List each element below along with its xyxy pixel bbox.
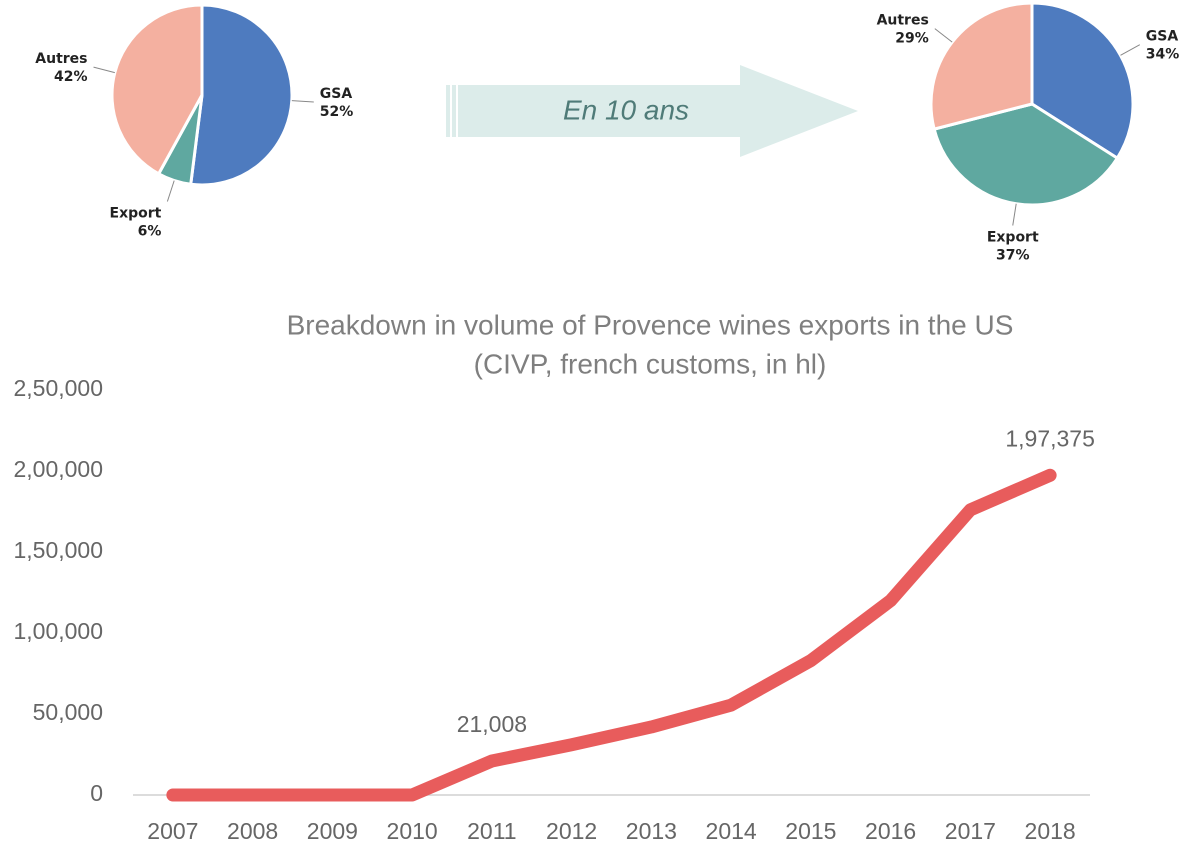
pie-value-label: 37% [996, 247, 1030, 263]
pie-label: GSA [1146, 29, 1179, 45]
pie-slice [110, 3, 204, 176]
y-tick-label: 2,00,000 [13, 456, 103, 482]
pie-value-label: 34% [1146, 47, 1180, 63]
y-tick-label: 2,50,000 [13, 375, 103, 401]
pie-value-label: 52% [320, 104, 354, 120]
x-tick-label: 2012 [546, 818, 597, 844]
leader-line [291, 100, 314, 103]
leader-line [93, 66, 115, 74]
y-tick-label: 0 [90, 780, 103, 806]
x-tick-label: 2015 [785, 818, 836, 844]
pie-value-label: 29% [895, 31, 929, 47]
x-tick-label: 2008 [227, 818, 278, 844]
x-tick-label: 2013 [626, 818, 677, 844]
leader-line [166, 180, 175, 202]
chart-subtitle: (CIVP, french customs, in hl) [474, 348, 827, 379]
y-tick-label: 1,50,000 [13, 537, 103, 563]
pie-slice [932, 102, 1120, 207]
pie-label: Autres [35, 51, 87, 67]
chart-title: Breakdown in volume of Provence wines ex… [287, 309, 1014, 340]
pie-value-label: 42% [54, 69, 88, 85]
pie-label: Export [987, 229, 1039, 245]
arrow [446, 65, 858, 157]
pie-slice [189, 3, 294, 187]
line [166, 468, 1057, 802]
leader-line [934, 28, 953, 43]
pie-value-label: 6% [138, 224, 162, 240]
x-tick-label: 2009 [307, 818, 358, 844]
leader-line [1012, 203, 1017, 226]
pie-label: Autres [877, 13, 929, 29]
x-tick-label: 2007 [147, 818, 198, 844]
x-tick-label: 2014 [706, 818, 757, 844]
x-tick-label: 2010 [387, 818, 438, 844]
x-tick-label: 2011 [467, 818, 516, 844]
x-tick-label: 2018 [1025, 818, 1076, 844]
leader-line [1120, 44, 1141, 56]
x-tick-label: 2016 [865, 818, 916, 844]
data-label: 21,008 [457, 711, 527, 737]
arrow-label: En 10 ans [563, 94, 689, 125]
y-tick-label: 1,00,000 [13, 618, 103, 644]
y-tick-label: 50,000 [33, 699, 103, 725]
pie-label: Export [110, 206, 162, 222]
x-tick-label: 2017 [945, 818, 996, 844]
data-label: 1,97,375 [1005, 425, 1095, 451]
pie-label: GSA [320, 86, 353, 102]
